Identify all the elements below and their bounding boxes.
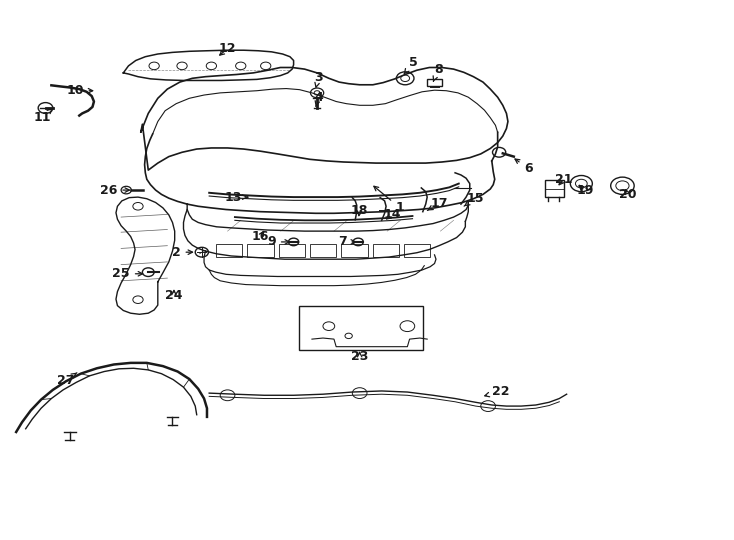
Text: 3: 3: [314, 71, 323, 87]
Text: 13: 13: [225, 191, 247, 204]
Text: 6: 6: [515, 159, 533, 175]
Text: 4: 4: [314, 91, 323, 106]
Text: 26: 26: [100, 184, 129, 197]
Bar: [279, 244, 305, 257]
Text: 9: 9: [267, 235, 289, 248]
Bar: [545, 180, 564, 197]
Text: 19: 19: [576, 184, 594, 197]
Text: 24: 24: [165, 289, 183, 302]
Bar: [216, 244, 242, 257]
Text: 7: 7: [338, 235, 355, 248]
Text: 10: 10: [66, 84, 92, 97]
Text: 18: 18: [351, 204, 368, 217]
Text: 15: 15: [464, 192, 484, 206]
Text: 22: 22: [484, 385, 509, 398]
Text: 11: 11: [34, 109, 52, 124]
Text: 12: 12: [219, 42, 236, 55]
Text: 23: 23: [351, 350, 368, 363]
Text: 14: 14: [383, 208, 401, 221]
Bar: [373, 244, 399, 257]
Text: 21: 21: [555, 173, 573, 186]
Bar: [247, 244, 274, 257]
Text: 2: 2: [172, 246, 192, 259]
Text: 25: 25: [112, 267, 142, 280]
Text: 17: 17: [427, 197, 448, 211]
Bar: [341, 244, 368, 257]
Bar: [299, 306, 423, 350]
Text: 1: 1: [374, 186, 404, 214]
Bar: [427, 79, 442, 86]
Bar: [404, 244, 430, 257]
Text: 27: 27: [57, 373, 77, 387]
Text: 16: 16: [252, 230, 269, 243]
Bar: [310, 244, 336, 257]
Text: 20: 20: [619, 188, 636, 201]
Text: 8: 8: [433, 63, 443, 81]
Text: 5: 5: [404, 56, 418, 74]
